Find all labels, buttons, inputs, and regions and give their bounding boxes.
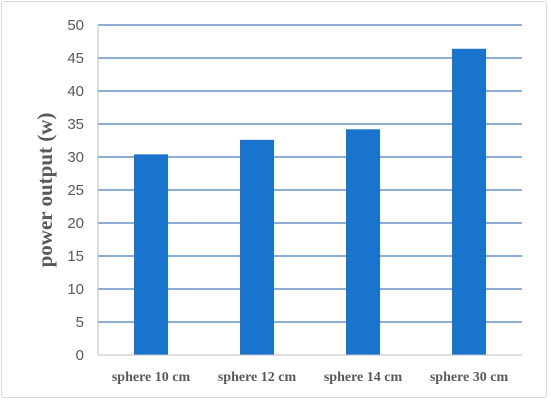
- x-tick-labels: sphere 10 cm sphere 12 cm sphere 14 cm sphe…: [112, 370, 509, 385]
- y-axis-title: power output (w): [33, 113, 57, 268]
- x-tick-label: sphere 12 cm: [218, 370, 297, 385]
- y-tick-label: 25: [67, 182, 84, 199]
- y-tick-labels: 0 5 10 15 20 25 30 35 40 45 50: [67, 17, 84, 364]
- y-tick-label: 35: [67, 116, 84, 133]
- y-tick-label: 45: [67, 50, 84, 67]
- gridlines: [98, 24, 522, 323]
- bar: [452, 48, 486, 355]
- x-tick-label: sphere 30 cm: [430, 370, 509, 385]
- y-tick-label: 20: [67, 215, 84, 232]
- bar: [346, 129, 380, 355]
- y-tick-label: 0: [76, 347, 84, 364]
- y-tick-label: 30: [67, 149, 84, 166]
- y-tick-label: 40: [67, 83, 84, 100]
- bars: [134, 48, 486, 355]
- bar: [134, 154, 168, 355]
- y-tick-label: 5: [76, 314, 84, 331]
- y-tick-label: 15: [67, 248, 84, 265]
- y-tick-label: 10: [67, 281, 84, 298]
- y-tick-label: 50: [67, 17, 84, 34]
- x-tick-label: sphere 14 cm: [324, 370, 403, 385]
- bar: [240, 139, 274, 355]
- x-tick-label: sphere 10 cm: [112, 370, 191, 385]
